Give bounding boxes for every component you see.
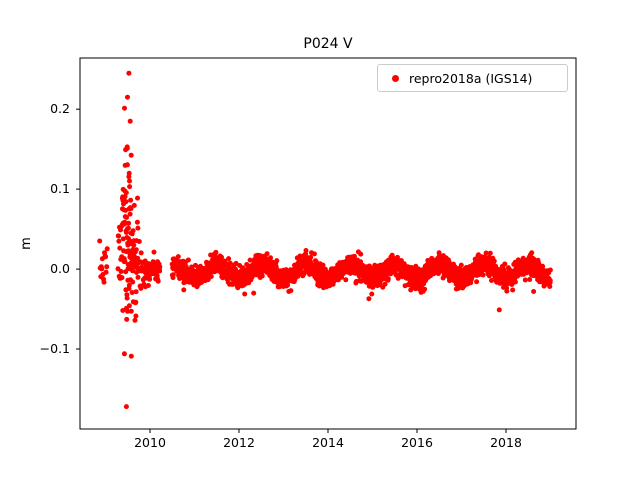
- y-axis-label: m: [18, 237, 34, 250]
- scatter-points: [97, 70, 553, 410]
- y-tick-label: 0.0: [50, 261, 70, 276]
- x-tick-label: 2012: [223, 435, 255, 450]
- legend: repro2018a (IGS14): [377, 64, 568, 92]
- x-tick-label: 2018: [490, 435, 522, 450]
- y-tick-label: 0.1: [50, 181, 70, 196]
- x-tick-label: 2014: [312, 435, 344, 450]
- y-tick-label: −0.1: [39, 341, 70, 356]
- legend-marker-icon: [392, 74, 399, 82]
- x-tick-label: 2016: [401, 435, 433, 450]
- y-tick-label: 0.2: [50, 101, 70, 116]
- legend-label: repro2018a (IGS14): [409, 70, 533, 86]
- x-tick-label: 2010: [134, 435, 166, 450]
- axis-ticks: [76, 108, 507, 433]
- axes-spines: [79, 57, 577, 430]
- chart-title: P024 V: [303, 36, 353, 52]
